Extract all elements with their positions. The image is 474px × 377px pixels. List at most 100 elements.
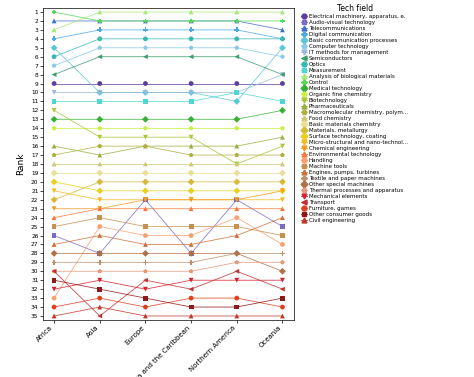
Point	[142, 259, 149, 265]
Point	[142, 116, 149, 122]
Point	[50, 241, 58, 247]
Point	[279, 161, 286, 167]
Point	[279, 179, 286, 185]
Point	[96, 36, 103, 42]
Point	[96, 9, 103, 15]
Point	[142, 304, 149, 310]
Point	[187, 81, 195, 87]
Point	[233, 54, 241, 60]
Point	[187, 197, 195, 203]
Point	[279, 241, 286, 247]
Point	[96, 98, 103, 104]
Point	[96, 224, 103, 230]
Point	[50, 89, 58, 95]
Point	[233, 206, 241, 212]
Point	[233, 197, 241, 203]
Point	[233, 250, 241, 256]
Point	[187, 161, 195, 167]
Point	[233, 313, 241, 319]
Point	[233, 81, 241, 87]
Point	[233, 197, 241, 203]
Point	[187, 250, 195, 256]
Point	[187, 170, 195, 176]
Point	[187, 233, 195, 239]
Point	[96, 286, 103, 292]
Point	[50, 45, 58, 51]
Point	[233, 152, 241, 158]
Point	[233, 45, 241, 51]
Point	[96, 134, 103, 140]
Point	[233, 250, 241, 256]
Point	[50, 54, 58, 60]
Point	[187, 89, 195, 95]
Point	[279, 27, 286, 33]
Point	[96, 206, 103, 212]
Point	[233, 27, 241, 33]
Point	[142, 45, 149, 51]
Point	[279, 215, 286, 221]
Point	[233, 125, 241, 131]
Point	[142, 134, 149, 140]
Point	[96, 215, 103, 221]
Point	[187, 36, 195, 42]
Point	[50, 63, 58, 69]
Point	[279, 304, 286, 310]
Point	[142, 98, 149, 104]
Point	[233, 143, 241, 149]
Point	[187, 250, 195, 256]
Point	[187, 197, 195, 203]
Point	[96, 277, 103, 283]
Point	[96, 27, 103, 33]
Point	[142, 18, 149, 24]
Point	[96, 268, 103, 274]
Point	[187, 9, 195, 15]
Point	[50, 98, 58, 104]
Point	[142, 206, 149, 212]
Point	[50, 233, 58, 239]
Point	[279, 268, 286, 274]
Point	[50, 9, 58, 15]
Point	[50, 313, 58, 319]
Point	[233, 116, 241, 122]
Point	[96, 18, 103, 24]
Point	[187, 125, 195, 131]
Point	[279, 206, 286, 212]
Point	[279, 72, 286, 78]
Point	[187, 18, 195, 24]
Point	[96, 89, 103, 95]
Point	[50, 250, 58, 256]
Point	[142, 197, 149, 203]
Point	[142, 197, 149, 203]
Point	[96, 116, 103, 122]
Point	[187, 27, 195, 33]
Point	[233, 170, 241, 176]
Point	[187, 188, 195, 194]
Point	[142, 54, 149, 60]
Point	[142, 268, 149, 274]
Point	[279, 197, 286, 203]
Point	[96, 179, 103, 185]
Point	[279, 36, 286, 42]
Point	[142, 241, 149, 247]
Point	[279, 188, 286, 194]
Point	[142, 179, 149, 185]
Point	[142, 188, 149, 194]
Point	[96, 89, 103, 95]
Point	[279, 233, 286, 239]
Point	[279, 134, 286, 140]
Point	[187, 54, 195, 60]
Point	[50, 36, 58, 42]
Legend: Electrical machinery, apparatus, e., Audio-visual technology, Telecommunications: Electrical machinery, apparatus, e., Aud…	[301, 5, 408, 224]
Point	[187, 313, 195, 319]
Point	[187, 89, 195, 95]
Point	[50, 197, 58, 203]
Point	[233, 89, 241, 95]
Point	[279, 54, 286, 60]
Point	[279, 45, 286, 51]
Point	[50, 268, 58, 274]
Point	[279, 277, 286, 283]
Point	[279, 81, 286, 87]
Point	[187, 152, 195, 158]
Point	[142, 125, 149, 131]
Point	[233, 36, 241, 42]
